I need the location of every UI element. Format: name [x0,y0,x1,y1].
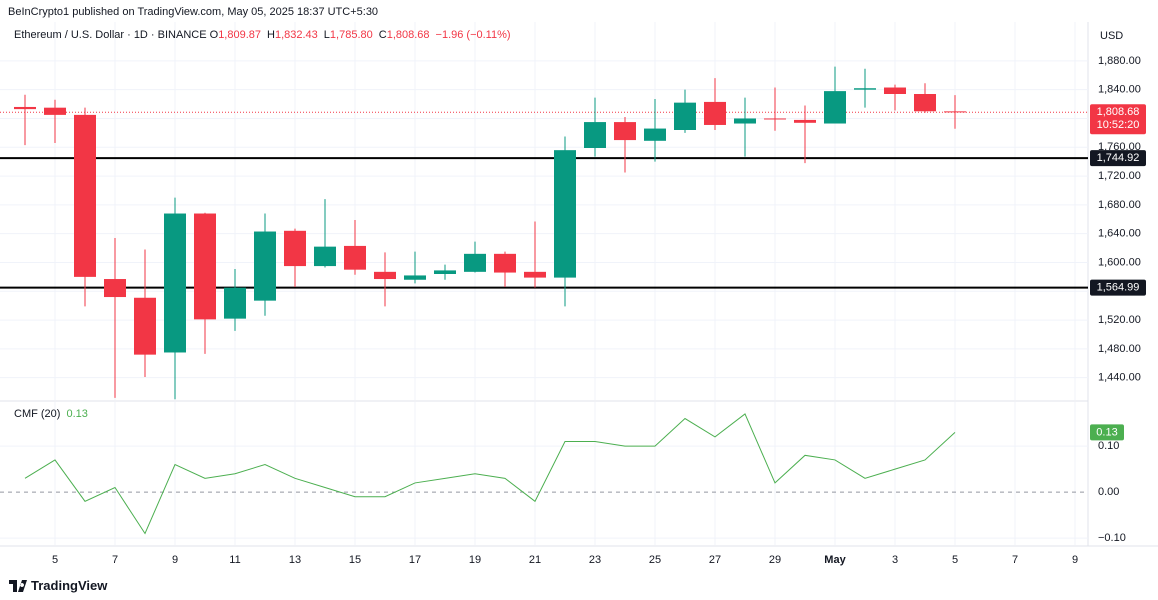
candle-body [164,213,186,353]
currency-label: USD [1100,30,1123,42]
y-tick-label: 1,480.00 [1098,343,1141,355]
y-tick-label: 1,600.00 [1098,256,1141,268]
x-tick-label: 11 [229,554,240,566]
ohlc-value: 1,808.68 [386,29,430,41]
legend: Ethereum / U.S. Dollar · 1D · BINANCE O1… [14,29,517,41]
candle-body [884,87,906,94]
x-tick-label: 17 [409,554,421,566]
candle-body [494,253,516,273]
y-tick-label: 0.00 [1098,486,1119,498]
ohlc-value: 1,809.87 [218,29,262,41]
y-tick-label: 1,640.00 [1098,228,1141,240]
publisher-header: BeInCrypto1 published on TradingView.com… [8,6,379,18]
x-tick-label: 25 [649,554,661,566]
candle-body [764,118,786,120]
footer: TradingView [9,578,107,593]
price-tag [1090,279,1146,296]
y-tick-label: 1,720.00 [1098,170,1141,182]
y-tick-label: 1,520.00 [1098,314,1141,326]
cmf-tag-label: 0.13 [1096,426,1117,438]
y-tick-label: 1,680.00 [1098,199,1141,211]
cmf-title: CMF (20) [14,408,61,420]
y-tick-label: 1,440.00 [1098,372,1141,384]
x-tick-label: 7 [1012,554,1018,566]
candle-body [344,245,366,270]
x-tick-label: 9 [1072,554,1078,566]
candle-body [374,271,396,280]
y-tick-label: 1,840.00 [1098,84,1141,96]
x-tick-label: 5 [952,554,958,566]
candle-body [254,231,276,301]
price-tag-label: 1,744.92 [1097,152,1140,164]
candle-body [14,106,36,110]
candle-body [584,122,606,148]
candle-body [794,119,816,123]
candle-body [914,94,936,112]
y-tick-label: 1,880.00 [1098,55,1141,67]
candle-body [524,271,546,278]
ohlc-key: H [267,29,275,41]
cmf-line [24,413,956,535]
last-price-tag [1090,104,1146,135]
candle-body [824,91,846,124]
x-tick-label: 19 [469,554,481,566]
x-tick-label: 3 [892,554,898,566]
x-tick-label: 29 [769,554,781,566]
y-tick-label: 0.10 [1098,440,1119,452]
footer-text: TradingView [31,578,108,593]
candle-body [44,107,66,115]
x-tick-label: 7 [112,554,118,566]
candle-body [704,101,726,125]
candle-body [854,88,876,90]
candle-body [944,111,966,113]
candle-body [464,253,486,272]
ohlc-value: 1,832.43 [274,29,318,41]
candle-body [614,122,636,141]
x-tick-label: 15 [349,554,361,566]
cmf-legend: CMF (20) 0.13 [14,408,88,420]
ohlc-value: −1.96 (−0.11%) [435,29,511,41]
cmf-tag [1090,424,1124,441]
x-tick-label: 13 [289,554,301,566]
last-price-label: 1,808.68 [1097,106,1140,118]
x-tick-label: 9 [172,554,178,566]
countdown-label: 10:52:20 [1097,119,1140,131]
cmf-value: 0.13 [66,408,88,420]
ohlc-key: L [323,29,330,41]
candle-body [734,118,756,124]
x-tick-label: 5 [52,554,58,566]
candle-body [404,275,426,280]
logo [9,579,27,592]
candle-body [194,213,216,320]
candle-body [224,287,246,319]
candle-body [134,297,156,355]
y-tick-label: −0.10 [1098,532,1126,544]
candle-body [104,279,126,298]
symbol-title: Ethereum / U.S. Dollar · 1D · BINANCE [14,29,207,41]
x-tick-label: May [824,554,846,566]
candle-body [434,270,456,274]
ohlc-values: O1,809.87 H1,832.43 L1,785.80 C1,808.68 −1.9… [210,29,517,41]
price-tag [1090,150,1146,167]
candle-body [674,102,696,130]
candle-body [284,230,306,267]
candle-body [314,246,336,267]
x-tick-label: 23 [589,554,601,566]
candle-body [74,114,96,277]
ohlc-value: 1,785.80 [329,29,373,41]
x-tick-label: 21 [529,554,541,566]
ohlc-key: C [378,29,387,41]
price-tag-label: 1,564.99 [1097,282,1140,294]
x-tick-label: 27 [709,554,721,566]
ohlc-key: O [209,29,219,41]
candle-body [554,150,576,278]
candle-body [644,128,666,141]
